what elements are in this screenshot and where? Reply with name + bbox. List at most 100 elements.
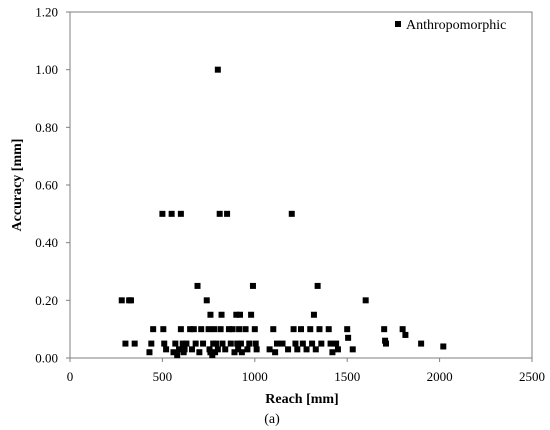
data-point xyxy=(218,311,225,318)
data-point xyxy=(122,340,129,347)
data-point xyxy=(146,349,153,356)
data-point xyxy=(118,297,125,304)
y-tick-label: 0.80 xyxy=(35,120,58,135)
x-tick-label: 1000 xyxy=(242,369,268,384)
data-point xyxy=(225,326,232,333)
data-point xyxy=(349,346,356,353)
data-point xyxy=(246,340,253,347)
y-tick-label: 0.60 xyxy=(35,178,58,193)
data-point xyxy=(224,210,231,217)
data-point xyxy=(214,346,221,353)
data-point xyxy=(188,346,195,353)
data-point xyxy=(163,346,170,353)
data-point xyxy=(307,326,314,333)
x-tick-label: 500 xyxy=(153,369,173,384)
data-point xyxy=(333,340,340,347)
data-point xyxy=(222,346,229,353)
data-point xyxy=(131,340,138,347)
data-point xyxy=(288,210,295,217)
data-point xyxy=(316,326,323,333)
data-point xyxy=(160,326,167,333)
y-tick-label: 0.00 xyxy=(35,351,58,366)
data-point xyxy=(318,340,325,347)
data-point xyxy=(325,326,332,333)
data-point xyxy=(177,326,184,333)
data-point xyxy=(159,210,166,217)
data-point xyxy=(200,340,207,347)
legend-marker xyxy=(395,21,401,27)
data-point xyxy=(181,346,188,353)
plot-frame xyxy=(69,11,533,359)
data-point xyxy=(244,346,251,353)
data-point xyxy=(237,311,244,318)
data-point xyxy=(344,326,351,333)
y-tick-label: 1.00 xyxy=(35,62,58,77)
data-point xyxy=(381,326,388,333)
data-point xyxy=(194,282,201,289)
data-point xyxy=(211,326,218,333)
data-point xyxy=(402,331,409,338)
data-point xyxy=(174,352,181,359)
data-point xyxy=(198,326,205,333)
data-point xyxy=(170,349,177,356)
data-point xyxy=(252,340,259,347)
data-point xyxy=(214,66,221,73)
data-point xyxy=(334,346,341,353)
x-tick-label: 2500 xyxy=(519,369,545,384)
data-point xyxy=(179,340,186,347)
x-tick-label: 1500 xyxy=(334,369,360,384)
plot-layer: 0 500 1000 1500 2000 2500 0.00 0.20 0.40 0.60 0.80… xyxy=(35,5,545,385)
data-point xyxy=(231,349,238,356)
data-point xyxy=(172,340,179,347)
data-point xyxy=(196,349,203,356)
data-point xyxy=(205,326,212,333)
data-point xyxy=(270,326,277,333)
data-point xyxy=(217,326,224,333)
data-point xyxy=(285,346,292,353)
data-point xyxy=(327,340,334,347)
data-point xyxy=(248,311,255,318)
y-axis-title: Accuracy [mm] xyxy=(10,139,25,232)
data-point xyxy=(227,340,234,347)
data-point xyxy=(237,340,244,347)
data-point xyxy=(362,297,369,304)
data-point xyxy=(192,340,199,347)
data-point xyxy=(150,326,157,333)
data-point xyxy=(190,326,197,333)
data-point xyxy=(127,297,134,304)
data-point xyxy=(219,340,226,347)
data-point xyxy=(203,297,210,304)
data-point xyxy=(298,326,304,333)
figure-caption: (a) xyxy=(264,412,280,427)
data-point xyxy=(234,340,241,347)
data-point xyxy=(216,210,223,217)
data-point xyxy=(399,326,406,333)
data-point xyxy=(161,340,168,347)
data-point xyxy=(148,340,155,347)
data-point xyxy=(212,340,219,347)
data-point xyxy=(440,343,447,350)
data-point xyxy=(266,346,273,353)
data-point xyxy=(168,210,175,217)
data-point xyxy=(238,349,245,356)
x-axis-title: Reach [mm] xyxy=(265,392,338,407)
legend-label: Anthropomorphic xyxy=(406,18,506,33)
data-point xyxy=(292,340,299,347)
data-point xyxy=(242,326,249,333)
data-point xyxy=(418,340,425,347)
data-point xyxy=(249,282,256,289)
data-point xyxy=(312,346,319,353)
data-point xyxy=(272,349,279,356)
data-point xyxy=(329,349,336,356)
data-point xyxy=(309,340,316,347)
data-point xyxy=(314,282,321,289)
data-point xyxy=(235,346,242,353)
data-point xyxy=(251,326,258,333)
data-point xyxy=(310,311,317,318)
data-point xyxy=(279,340,286,347)
data-point xyxy=(236,326,243,333)
data-point xyxy=(233,311,240,318)
y-tick-label: 1.20 xyxy=(35,5,58,20)
data-point xyxy=(183,340,190,347)
